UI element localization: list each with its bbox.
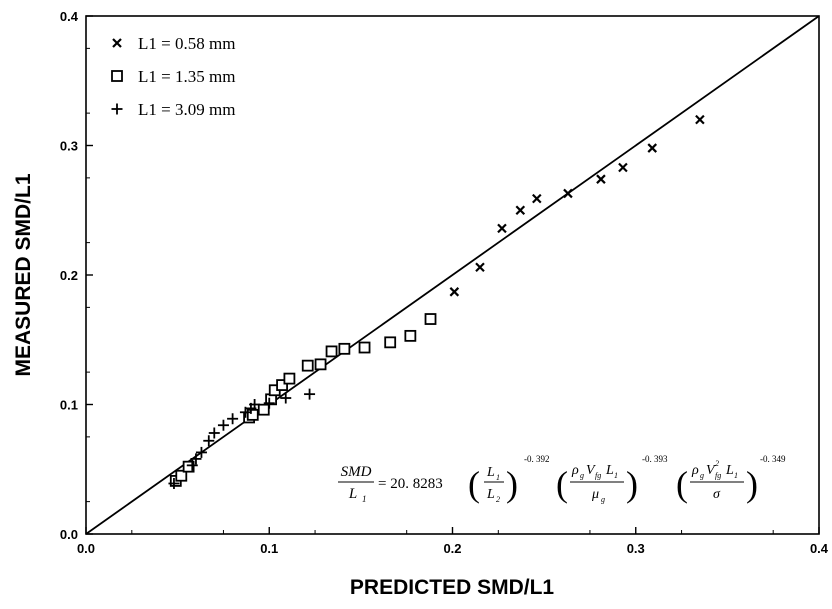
eq-term3-num-l: L (725, 463, 734, 478)
y-tick-label: 0.3 (60, 139, 78, 154)
data-point (515, 205, 526, 216)
data-point (280, 392, 292, 404)
y-tick-label: 0.1 (60, 398, 78, 413)
data-point (168, 477, 180, 489)
eq-lhs-den-sub: 1 (362, 494, 367, 504)
data-point (647, 143, 658, 153)
data-point (314, 358, 327, 371)
eq-term3-num-rho: ρ (691, 463, 699, 478)
eq-term3-close-paren: ) (746, 464, 758, 504)
data-point (497, 223, 507, 234)
eq-term1-exponent: -0. 392 (524, 454, 550, 464)
eq-term2-den-sub: g (601, 495, 605, 504)
eq-term1-open-paren: ( (468, 464, 480, 504)
data-point (304, 388, 316, 400)
eq-term2-num-rho: ρ (571, 463, 579, 478)
eq-lhs-num: SMD (341, 464, 372, 480)
x-axis-title: PREDICTED SMD/L1 (350, 576, 555, 599)
series-3 (168, 388, 316, 489)
data-point (195, 446, 207, 458)
legend-marker (112, 38, 122, 48)
data-point (190, 453, 202, 465)
data-point (208, 427, 220, 439)
eq-coefficient: = 20. 8283 (378, 476, 443, 492)
eq-term3-num-v-sub: fg (715, 471, 721, 480)
data-point (257, 403, 270, 416)
eq-term1-den: L (486, 487, 495, 502)
eq-term3-num-v-sup: 2 (715, 459, 719, 468)
eq-term2-close-paren: ) (626, 464, 638, 504)
data-points (168, 114, 705, 489)
x-tick-label: 0.1 (260, 541, 278, 556)
legend: L1 = 0.58 mm L1 = 1.35 mm L1 = 3.09 mm (111, 34, 235, 119)
eq-term2-num-v: V (586, 463, 596, 478)
data-point (384, 336, 397, 349)
data-point (358, 341, 371, 354)
y-axis-title: MEASURED SMD/L1 (12, 173, 35, 376)
eq-term3-exponent: -0. 349 (760, 454, 786, 464)
series-2 (169, 313, 437, 487)
data-point (449, 287, 460, 297)
x-tick-label: 0.2 (443, 541, 461, 556)
x-tick-label: 0.0 (77, 541, 95, 556)
data-point (186, 459, 198, 471)
data-point (283, 372, 296, 385)
y-tick-label: 0.0 (60, 527, 78, 542)
equation-annotation: SMD L 1 = 20. 8283 ( L 1 L 2 ) -0. 392 (… (338, 454, 786, 504)
data-point (338, 342, 351, 355)
data-point (475, 262, 485, 273)
data-point (175, 469, 188, 482)
data-point (203, 435, 215, 447)
eq-term2-num-rho-sub: g (580, 471, 584, 480)
eq-term3-num-rho-sub: g (700, 471, 704, 480)
eq-term1-close-paren: ) (506, 464, 518, 504)
eq-term2-open-paren: ( (556, 464, 568, 504)
x-tick-label: 0.3 (627, 541, 645, 556)
y-axis-ticks: 0.0 0.1 0.2 0.3 0.4 (60, 9, 93, 542)
data-point (695, 114, 705, 125)
data-point (276, 379, 288, 391)
data-point (217, 419, 229, 431)
data-point (404, 329, 417, 342)
legend-marker (111, 103, 123, 115)
eq-term2-num-l-sub: 1 (614, 471, 618, 480)
eq-term3-open-paren: ( (676, 464, 688, 504)
eq-term3-num-v: V (706, 463, 716, 478)
eq-term2-exponent: -0. 393 (642, 454, 668, 464)
legend-label: L1 = 0.58 mm (138, 34, 235, 53)
eq-term2-den: μ (591, 487, 599, 502)
eq-term3-den: σ (713, 487, 721, 502)
data-point (325, 345, 338, 358)
y-tick-label: 0.4 (60, 9, 79, 24)
eq-term1-num-sub: 1 (496, 473, 500, 482)
data-point (301, 359, 314, 372)
eq-term2-num-v-sub: fg (595, 471, 601, 480)
eq-term1-den-sub: 2 (496, 495, 500, 504)
legend-marker (111, 70, 123, 82)
legend-label: L1 = 3.09 mm (138, 100, 235, 119)
eq-term1-num: L (486, 465, 495, 480)
x-axis-ticks: 0.0 0.1 0.2 0.3 0.4 (77, 527, 829, 556)
data-point (596, 174, 606, 184)
x-tick-label: 0.4 (810, 541, 829, 556)
y-tick-label: 0.2 (60, 268, 78, 283)
eq-term2-num-l: L (605, 463, 614, 478)
data-point (618, 162, 628, 173)
legend-label: L1 = 1.35 mm (138, 67, 235, 86)
data-point (563, 188, 573, 199)
eq-term3-num-l-sub: 1 (734, 471, 738, 480)
data-point (182, 460, 195, 473)
reference-line (85, 15, 820, 535)
data-point (227, 413, 239, 425)
data-point (424, 313, 437, 325)
eq-lhs-den: L (348, 486, 357, 502)
series-1 (449, 114, 705, 297)
data-point (263, 397, 275, 409)
data-point (246, 408, 259, 421)
data-point (249, 399, 261, 410)
data-point (532, 193, 542, 204)
